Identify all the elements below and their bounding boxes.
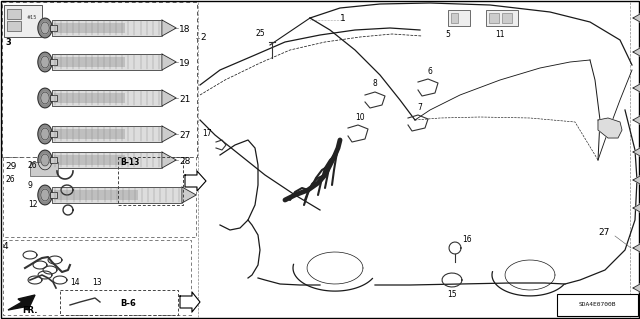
Polygon shape [38, 18, 52, 38]
Text: 28: 28 [179, 157, 190, 166]
Polygon shape [633, 201, 640, 215]
Text: 10: 10 [355, 113, 365, 122]
Text: B-13: B-13 [120, 158, 140, 167]
Bar [51, 94, 57, 101]
Polygon shape [182, 187, 196, 203]
Text: 9: 9 [28, 181, 33, 190]
Bar [30, 162, 58, 176]
Text: 12: 12 [28, 200, 38, 209]
Bar [51, 59, 57, 65]
Bar [51, 25, 57, 31]
Polygon shape [162, 20, 176, 36]
Polygon shape [633, 241, 640, 255]
Text: 7: 7 [417, 103, 422, 112]
Text: 18: 18 [179, 25, 191, 33]
Text: 15: 15 [447, 290, 457, 299]
Polygon shape [41, 154, 49, 166]
Bar [52, 90, 162, 106]
Bar [451, 13, 458, 23]
Text: 2: 2 [200, 33, 205, 42]
Bar [7, 9, 21, 19]
Text: 16: 16 [462, 235, 472, 244]
Bar [54, 129, 125, 139]
Text: 6: 6 [428, 67, 433, 76]
Polygon shape [38, 185, 52, 205]
Text: 8: 8 [372, 79, 378, 88]
Polygon shape [41, 189, 49, 201]
Polygon shape [633, 11, 640, 25]
Bar [486, 10, 518, 26]
Polygon shape [38, 88, 52, 108]
Polygon shape [162, 152, 176, 168]
Polygon shape [41, 128, 49, 140]
Text: 26: 26 [5, 175, 15, 184]
Text: 27: 27 [179, 130, 190, 139]
Polygon shape [38, 150, 52, 170]
Bar [52, 20, 162, 36]
Bar [54, 155, 125, 165]
Bar [7, 21, 21, 31]
Polygon shape [633, 81, 640, 95]
Bar [51, 157, 57, 163]
Bar [54, 57, 125, 67]
Text: 1: 1 [340, 14, 346, 23]
Text: 19: 19 [179, 58, 191, 68]
Polygon shape [38, 52, 52, 72]
Bar [2, 2, 197, 157]
Bar [54, 190, 138, 200]
Polygon shape [185, 171, 206, 191]
Polygon shape [41, 92, 49, 104]
Polygon shape [633, 281, 640, 295]
Bar [54, 23, 125, 33]
Bar [557, 294, 638, 316]
Text: 13: 13 [92, 278, 102, 287]
Polygon shape [633, 113, 640, 127]
Text: 4: 4 [3, 242, 8, 251]
Polygon shape [41, 22, 49, 34]
Polygon shape [633, 173, 640, 187]
Bar [52, 126, 162, 142]
Text: 26: 26 [28, 161, 38, 170]
Bar [118, 157, 183, 205]
Text: 17: 17 [202, 129, 212, 138]
Text: FR.: FR. [22, 306, 38, 315]
Text: 27: 27 [598, 228, 609, 237]
Text: 29: 29 [5, 162, 17, 171]
Text: 11: 11 [495, 30, 505, 39]
Polygon shape [8, 295, 35, 310]
Bar [3, 240, 191, 315]
Polygon shape [633, 145, 640, 159]
Bar [51, 192, 57, 198]
Polygon shape [162, 126, 176, 142]
Bar [448, 10, 470, 26]
Text: SDA4E0700B: SDA4E0700B [579, 302, 616, 308]
Polygon shape [598, 118, 622, 138]
Bar [60, 290, 178, 315]
Bar [502, 13, 512, 23]
Bar [3, 157, 196, 237]
Text: 3: 3 [5, 38, 11, 47]
Polygon shape [180, 292, 200, 312]
Polygon shape [162, 90, 176, 106]
Polygon shape [41, 56, 49, 68]
Text: B-6: B-6 [120, 299, 136, 308]
Bar [52, 152, 162, 168]
Bar [489, 13, 499, 23]
Text: 14: 14 [70, 278, 79, 287]
Polygon shape [38, 124, 52, 144]
Bar [52, 54, 162, 70]
Bar [52, 187, 182, 203]
Text: 5: 5 [445, 30, 451, 39]
Polygon shape [633, 45, 640, 59]
Polygon shape [162, 54, 176, 70]
Bar [4, 5, 42, 37]
Text: 25: 25 [255, 29, 265, 38]
Text: #15: #15 [27, 15, 37, 20]
Bar [54, 93, 125, 103]
Bar [51, 130, 57, 137]
Text: 21: 21 [179, 94, 190, 103]
